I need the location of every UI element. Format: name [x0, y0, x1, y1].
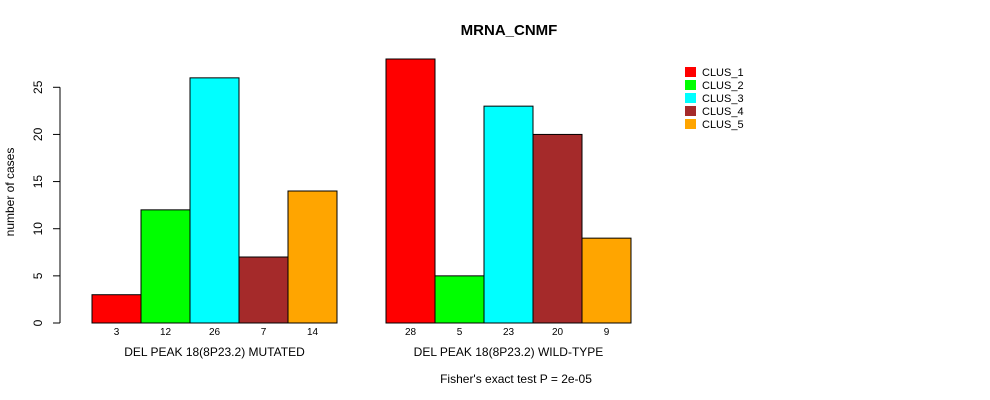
bar-value-label: 23 — [503, 327, 515, 338]
bar-value-label: 28 — [405, 327, 417, 338]
group-labels: DEL PEAK 18(8P23.2) MUTATED DEL PEAK 18(8… — [124, 345, 603, 359]
y-tick-label: 10 — [31, 222, 45, 236]
y-axis: 0 5 10 15 20 25 — [31, 80, 61, 326]
bar-value-label: 14 — [307, 327, 319, 338]
chart-title: MRNA_CNMF — [461, 22, 558, 39]
y-tick-label: 15 — [31, 175, 45, 189]
bar-value-label: 20 — [552, 327, 564, 338]
legend-swatch — [685, 106, 696, 116]
group-label: DEL PEAK 18(8P23.2) MUTATED — [124, 345, 305, 359]
y-tick-label: 20 — [31, 127, 45, 141]
legend-label: CLUS_2 — [702, 80, 744, 92]
bar-value-label: 12 — [160, 327, 172, 338]
legend-label: CLUS_1 — [702, 67, 744, 79]
bar-value-label: 5 — [457, 327, 463, 338]
bar-value-label: 9 — [604, 327, 610, 338]
bar — [483, 105, 534, 324]
bar — [91, 294, 142, 324]
bar-value-label: 7 — [261, 327, 267, 338]
legend-label: CLUS_5 — [702, 119, 744, 131]
bar-labels: 3 12 26 7 14 28 5 23 20 9 — [114, 327, 610, 338]
legend-label: CLUS_3 — [702, 93, 744, 105]
bar — [140, 209, 191, 324]
legend-swatch — [685, 67, 696, 77]
bar — [532, 133, 583, 324]
legend-swatch — [685, 93, 696, 103]
bar — [189, 77, 240, 324]
fisher-test-label: Fisher's exact test P = 2e-05 — [440, 372, 592, 386]
y-axis-label: number of cases — [3, 148, 17, 237]
bar-value-label: 26 — [209, 327, 221, 338]
legend-swatch — [685, 80, 696, 90]
bar — [385, 58, 436, 324]
bar — [287, 190, 338, 324]
bars — [91, 58, 632, 324]
bar-value-label: 3 — [114, 327, 120, 338]
bar — [434, 275, 485, 324]
group-label: DEL PEAK 18(8P23.2) WILD-TYPE — [414, 345, 604, 359]
bar — [238, 256, 289, 324]
y-tick-label: 0 — [31, 319, 45, 326]
legend-label: CLUS_4 — [702, 106, 744, 118]
y-tick-label: 5 — [31, 272, 45, 279]
bar — [581, 237, 632, 324]
legend-swatch — [685, 119, 696, 129]
y-tick-label: 25 — [31, 80, 45, 94]
